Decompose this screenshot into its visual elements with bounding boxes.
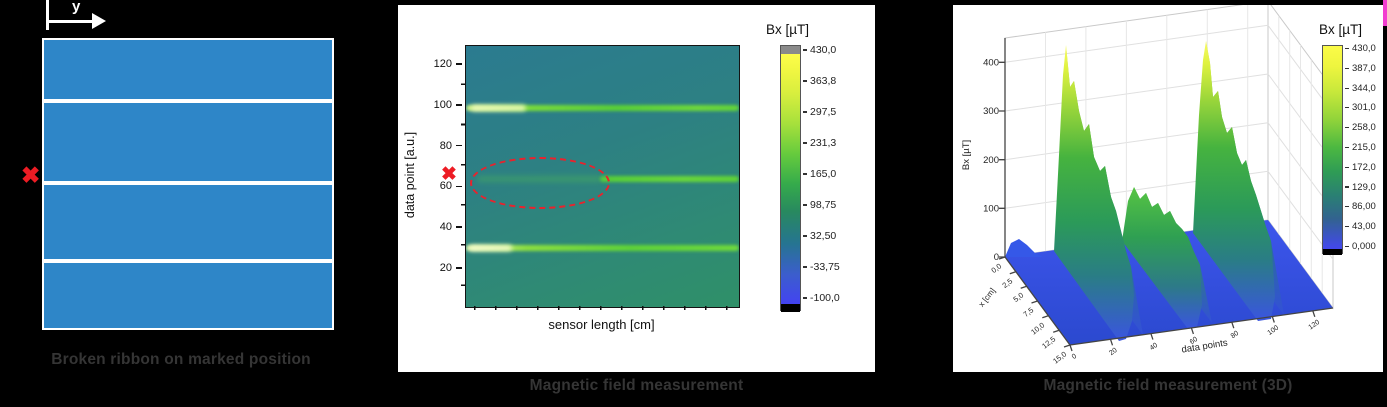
colorbar-tick: 215,0 xyxy=(1345,142,1385,153)
svg-text:200: 200 xyxy=(983,155,999,166)
z-axis-title: Bx [µT] xyxy=(961,140,972,170)
svg-text:2,5: 2,5 xyxy=(1000,276,1014,290)
y-axis-title: data point [a.u.] xyxy=(403,131,417,219)
colorbar-under-cap xyxy=(781,304,800,312)
colorbar-gradient xyxy=(781,54,800,304)
field-stripe-top xyxy=(466,105,739,111)
y-tick: 60 xyxy=(422,180,462,192)
svg-text:0: 0 xyxy=(994,252,999,263)
svg-text:12,5: 12,5 xyxy=(1040,334,1057,350)
colorbar-tick: 129,0 xyxy=(1345,182,1385,193)
ribbon-2 xyxy=(44,102,332,181)
ribbon-1 xyxy=(44,40,332,99)
heatmap-caption: Magnetic field measurement xyxy=(529,377,744,394)
ribbon-4 xyxy=(44,263,332,328)
svg-text:300: 300 xyxy=(983,106,999,117)
svg-text:100: 100 xyxy=(983,204,999,215)
y-axis-minor-ticks xyxy=(461,45,465,306)
axes-lines xyxy=(998,38,1334,352)
x-axis-ticks xyxy=(465,306,738,310)
colorbar-title: Bx [µT] xyxy=(1319,22,1363,37)
y-tick: 80 xyxy=(422,140,462,152)
svg-text:5,0: 5,0 xyxy=(1011,290,1025,304)
y-tick: 120 xyxy=(422,58,462,70)
ribbon-diagram-panel: y ✖ Broken ribbon on marked position xyxy=(0,0,370,407)
svg-text:15,0: 15,0 xyxy=(1051,349,1068,365)
colorbar-tick: 258,0 xyxy=(1345,122,1385,133)
colorbar-tick: 43,00 xyxy=(1345,221,1385,232)
y-axis-label: y xyxy=(72,0,81,15)
xcm-axis-title: x [cm] xyxy=(977,286,997,308)
colorbar-tick: 32,50 xyxy=(803,230,863,242)
y-tick: 40 xyxy=(422,221,462,233)
y-axis-tick-labels: 120 100 80 60 40 20 xyxy=(422,58,462,274)
colorbar-tick: -100,0 xyxy=(803,292,863,304)
svg-text:80: 80 xyxy=(1230,330,1240,340)
break-position-x-marker: ✖ xyxy=(441,164,457,185)
surface-caption: Magnetic field measurement (3D) xyxy=(1043,377,1293,394)
colorbar-tick: 172,0 xyxy=(1345,162,1385,173)
svg-text:40: 40 xyxy=(1149,342,1159,352)
sensor-sheet xyxy=(42,38,334,330)
colorbar-tick: 0,000 xyxy=(1345,241,1385,252)
surface-mesh xyxy=(1005,41,1333,345)
svg-text:60: 60 xyxy=(1189,336,1199,346)
colorbar-tick: 98,75 xyxy=(803,199,863,211)
field-stripe-bottom xyxy=(466,245,739,251)
svg-text:10,0: 10,0 xyxy=(1029,320,1046,336)
colorbar-tick: 344,0 xyxy=(1345,83,1385,94)
field-stripe-middle-right xyxy=(599,176,739,182)
y-axis-arrow-head-icon xyxy=(92,13,106,29)
colorbar-over-cap xyxy=(781,46,800,54)
surface-3d-plot: 400 300 200 100 0 Bx [µT] 0,0 2,5 5,0 7,… xyxy=(961,0,1334,366)
y-axis-arrow-line xyxy=(46,20,94,23)
svg-text:0: 0 xyxy=(1071,353,1078,361)
colorbar-tick: 301,0 xyxy=(1345,102,1385,113)
surface-3d-panel: 400 300 200 100 0 Bx [µT] 0,0 2,5 5,0 7,… xyxy=(953,0,1385,372)
svg-text:400: 400 xyxy=(983,58,999,69)
colorbar-tick: 86,00 xyxy=(1345,201,1385,212)
colorbar xyxy=(780,45,801,312)
svg-text:7,5: 7,5 xyxy=(1021,305,1035,319)
hotspot-bottom xyxy=(468,245,513,251)
colorbar-tick-labels: 430,0 363,8 297,5 231,3 165,0 98,75 32,5… xyxy=(803,44,863,304)
colorbar-under-cap xyxy=(1323,249,1342,255)
colorbar-tick: 231,3 xyxy=(803,137,863,149)
colorbar-tick-labels: 430,0 387,0 344,0 301,0 258,0 215,0 172,… xyxy=(1345,43,1385,252)
ribbon-3 xyxy=(44,184,332,260)
colorbar-tick: 297,5 xyxy=(803,106,863,118)
y-tick: 100 xyxy=(422,99,462,111)
colorbar-tick: -33,75 xyxy=(803,261,863,273)
svg-text:20: 20 xyxy=(1108,347,1118,357)
edge-artifact xyxy=(1383,0,1387,26)
svg-text:120: 120 xyxy=(1308,319,1322,331)
y-tick: 20 xyxy=(422,262,462,274)
heatmap-panel: ✖ 120 100 80 60 40 20 data point [a.u.] … xyxy=(398,5,875,372)
ribbon-caption: Broken ribbon on marked position xyxy=(51,351,311,368)
z-axis-tick-labels: 400 300 200 100 0 xyxy=(983,58,999,264)
colorbar xyxy=(1322,45,1343,255)
colorbar-title: Bx [µT] xyxy=(766,22,810,37)
break-position-x-marker: ✖ xyxy=(21,162,41,188)
colorbar-tick: 363,8 xyxy=(803,75,863,87)
colorbar-gradient xyxy=(1323,46,1342,249)
svg-text:100: 100 xyxy=(1267,324,1281,336)
hotspot-top xyxy=(471,105,527,111)
colorbar-tick: 430,0 xyxy=(803,44,863,56)
x-axis-line xyxy=(46,0,49,30)
svg-text:0,0: 0,0 xyxy=(989,261,1003,275)
colorbar-tick: 430,0 xyxy=(1345,43,1385,54)
x-axis-title: sensor length [cm] xyxy=(548,317,655,332)
colorbar-tick: 165,0 xyxy=(803,168,863,180)
missing-signal-ellipse xyxy=(470,157,610,209)
colorbar-tick: 387,0 xyxy=(1345,63,1385,74)
